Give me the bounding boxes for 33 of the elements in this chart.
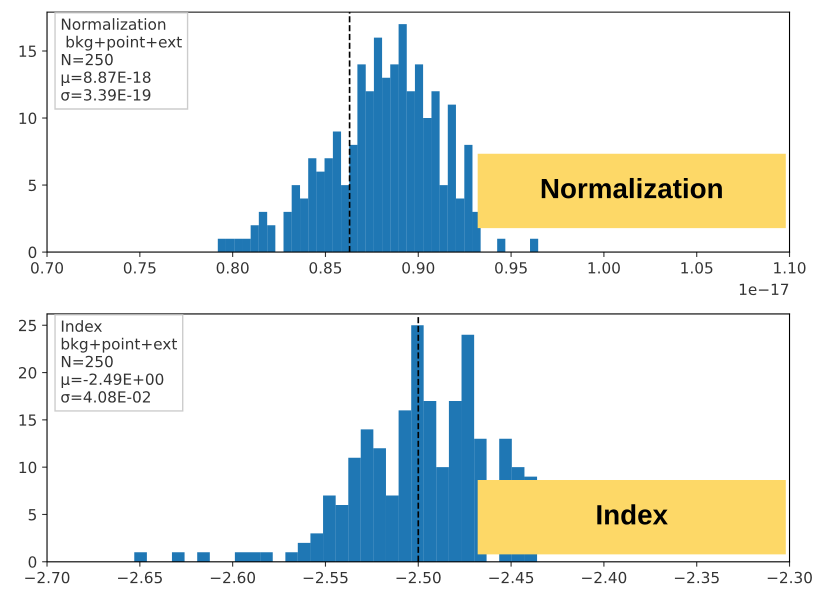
y-tick-label: 5 xyxy=(28,180,36,192)
annotation: Index bkg+point+ext N=250 μ=-2.49E+00 σ=4.08E-02 xyxy=(61,320,177,403)
x-tick-label: −2.65 xyxy=(118,572,162,584)
y-tick-label: 10 xyxy=(20,462,36,474)
x-tick-label: −2.60 xyxy=(210,572,256,584)
x-tick-label: −2.40 xyxy=(582,572,626,584)
y-tick-label: 25 xyxy=(18,320,36,332)
x-tick-label: 1.00 xyxy=(588,262,620,274)
x-tick-label: −2.50 xyxy=(396,572,441,584)
x-tick-label: 0.90 xyxy=(402,262,434,274)
x-tick-label: 0.80 xyxy=(216,262,249,274)
x-tick-label: −2.70 xyxy=(25,572,70,584)
y-tick-label: 5 xyxy=(28,509,36,520)
annotation: Normalization xyxy=(542,178,722,198)
x-tick-label: 0.95 xyxy=(495,262,527,274)
annotation: Index xyxy=(597,504,668,525)
x-tick-label: 0.75 xyxy=(124,262,156,274)
text: 1e−17 xyxy=(740,284,788,296)
y-tick-label: 20 xyxy=(18,367,36,379)
x-tick-label: −2.55 xyxy=(304,572,348,584)
x-tick-label: 1.10 xyxy=(774,262,806,274)
y-tick-label: 15 xyxy=(20,46,36,58)
x-tick-label: 0.85 xyxy=(309,262,342,274)
x-tick-label: −2.45 xyxy=(489,572,534,584)
x-tick-label: −2.30 xyxy=(768,572,812,584)
annotation: Normalization bkg+point+ext N=250 μ=8.87E-18 σ=3.39E-19 xyxy=(61,18,182,101)
y-tick-label: 10 xyxy=(20,112,36,124)
y-tick-label: 0 xyxy=(28,556,36,568)
x-tick-label: 1.05 xyxy=(681,262,712,274)
y-tick-label: 0 xyxy=(28,246,36,258)
x-tick-label: −2.35 xyxy=(674,572,719,584)
x-tick-label: 0.70 xyxy=(31,262,64,274)
y-tick-label: 15 xyxy=(20,414,36,426)
